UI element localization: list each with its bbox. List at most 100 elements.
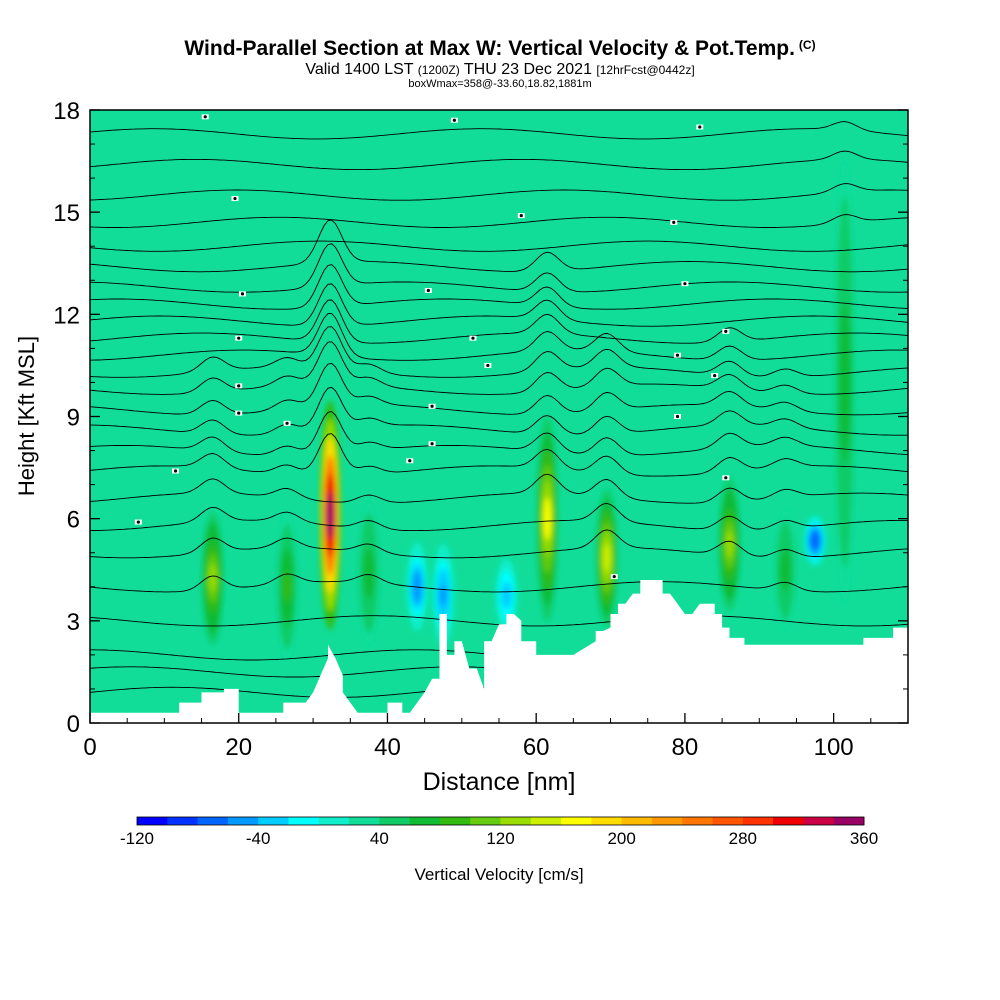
colorbar: -120 -40 40 120 200 280 360 — [120, 816, 878, 848]
isentrope-label-mark — [237, 336, 241, 340]
colorbar-tick-label: 120 — [486, 829, 514, 848]
copyright-mark: (C) — [798, 38, 816, 52]
isentrope-line — [90, 299, 908, 344]
colorbar-swatch — [167, 817, 199, 825]
isentrope-label-mark — [240, 292, 245, 296]
isentrope-label-mark — [237, 411, 241, 415]
colorbar-swatch — [288, 817, 320, 825]
colorbar-swatch — [318, 817, 350, 825]
isentrope-label-mark — [471, 336, 475, 340]
isentrope-line — [90, 433, 908, 477]
x-tick-label: 40 — [374, 734, 401, 761]
isentrope-line — [90, 240, 908, 252]
downdraft-cell — [495, 558, 518, 633]
isentrope-line — [90, 362, 908, 416]
isentrope-line — [90, 283, 908, 327]
colorbar-tick-label: 280 — [729, 829, 757, 848]
valid-time: Valid 1400 LST — [305, 61, 414, 78]
colorbar-swatch — [470, 817, 501, 825]
isentrope-labels — [134, 114, 730, 580]
updraft-cell-level — [603, 543, 611, 573]
isentrope-label-mark — [683, 282, 687, 286]
updraft-cell — [358, 502, 380, 644]
isentrope-label-mark — [675, 414, 680, 419]
updraft-cell — [834, 161, 856, 603]
isentrope-line — [90, 529, 908, 559]
isentrope-line — [90, 326, 908, 378]
colorbar-swatch — [137, 817, 168, 825]
isentrope-label-mark — [519, 213, 523, 218]
colorbar-swatch — [379, 817, 411, 825]
isentrope-line — [90, 313, 908, 361]
colorbar-swatch — [530, 817, 562, 825]
updraft-cell-level — [543, 497, 552, 541]
isentrope-line — [90, 150, 908, 171]
y-axis-label: Height [Kft MSL] — [14, 336, 39, 496]
colorbar-tick-label: 200 — [607, 829, 635, 848]
isentrope-label-mark — [452, 118, 456, 122]
isentrope-line — [90, 183, 908, 201]
chart-title: Wind-Parallel Section at Max W: Vertical… — [0, 37, 1000, 61]
isentrope-label-mark — [430, 404, 434, 408]
colorbar-swatch — [682, 817, 714, 825]
x-tick-label: 100 — [814, 734, 854, 761]
colorbar-swatch — [409, 817, 441, 825]
isentrope-label-mark — [426, 288, 430, 293]
isentrope-label-mark — [672, 220, 676, 224]
isentrope-label-mark — [612, 574, 616, 579]
isentrope-label-mark — [724, 476, 728, 480]
isentrope-line — [90, 341, 908, 395]
isentrope-line — [90, 473, 908, 504]
colorbar-swatch — [651, 817, 683, 825]
updraft-cell — [536, 415, 558, 622]
isentrope-label-mark — [136, 520, 140, 524]
box-info: boxWmax=358@-33.60,18.82,1881m — [408, 78, 592, 90]
downdraft-cell — [432, 543, 454, 647]
isentrope-label-mark — [713, 374, 717, 378]
colorbar-swatch — [227, 817, 259, 825]
isentrope-line — [90, 121, 908, 140]
colorbar-swatch — [500, 817, 532, 825]
colorbar-swatch — [197, 817, 229, 825]
updraft-cell-level — [283, 571, 291, 603]
x-tick-label: 20 — [225, 734, 252, 761]
colorbar-tick-label: -40 — [246, 829, 271, 848]
isentrope-label-mark — [698, 125, 702, 129]
x-axis-label: Distance [nm] — [423, 768, 576, 796]
colorbar-frame — [136, 816, 865, 826]
chart-subtitle: Valid 1400 LST (1200Z) THU 23 Dec 2021 [… — [0, 61, 1000, 79]
y-tick-label: 3 — [67, 609, 80, 636]
isentrope-label-mark — [430, 442, 434, 446]
chart-title-text: Wind-Parallel Section at Max W: Vertical… — [184, 37, 795, 60]
updraft-cell — [718, 478, 741, 611]
isentrope-label-mark — [724, 329, 728, 333]
plot-area — [90, 110, 908, 723]
downdraft-cell-level — [502, 587, 511, 603]
isentrope-label-mark — [285, 421, 289, 425]
valid-date: THU 23 Dec 2021 — [463, 61, 592, 78]
colorbar-swatch — [833, 817, 865, 825]
colorbar-swatch — [349, 817, 380, 825]
isentrope-line — [90, 243, 908, 293]
terrain-mask — [90, 580, 908, 723]
y-tick-label: 18 — [53, 98, 80, 125]
y-tick-label: 9 — [67, 405, 80, 432]
colorbar-swatch — [561, 817, 592, 825]
colorbar-tick-label: 360 — [850, 829, 878, 848]
isentrope-label-mark — [173, 469, 178, 473]
colorbar-swatch — [258, 817, 289, 825]
updraft-cell-level — [208, 564, 217, 593]
colorbar-swatch — [773, 817, 804, 825]
y-tick-label: 6 — [67, 507, 80, 534]
x-tick-label: 60 — [523, 734, 550, 761]
downdraft-cell-level — [439, 584, 448, 607]
colorbar-swatch — [439, 817, 471, 825]
utc-time: (1200Z) — [417, 63, 460, 77]
updraft-cell — [319, 400, 341, 630]
isentrope-line — [90, 502, 908, 532]
colorbar-swatch — [591, 817, 623, 825]
velocity-cells — [202, 161, 856, 661]
updraft-cell-level — [326, 491, 334, 540]
x-tick-label: 80 — [672, 734, 699, 761]
